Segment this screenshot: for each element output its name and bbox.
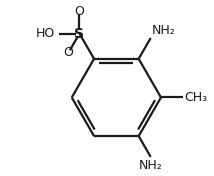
Text: S: S <box>74 27 85 41</box>
Text: NH₂: NH₂ <box>152 24 175 37</box>
Text: NH₂: NH₂ <box>139 159 163 172</box>
Text: O: O <box>63 46 73 59</box>
Text: HO: HO <box>36 27 55 40</box>
Text: CH₃: CH₃ <box>184 91 207 104</box>
Text: O: O <box>74 5 84 18</box>
